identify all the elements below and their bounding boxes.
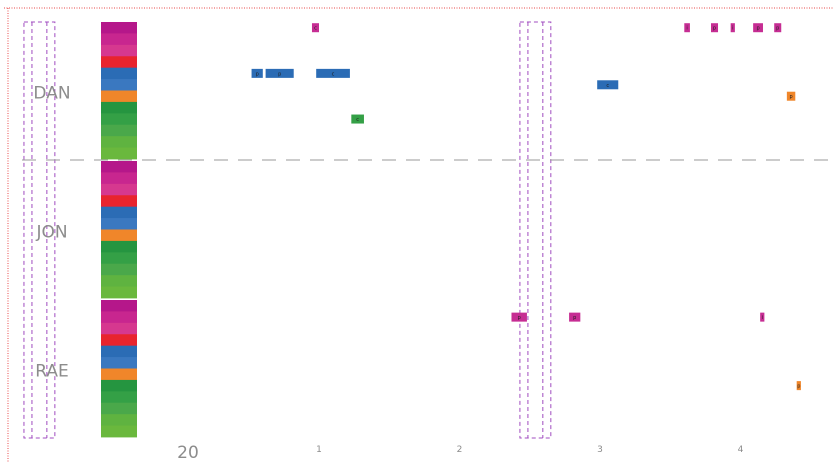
event-marker-5: c: [597, 80, 619, 90]
dashed-box-2: [519, 21, 552, 439]
lane-swatch-jon-1: [101, 161, 137, 173]
event-marker-box: [511, 312, 527, 322]
lane-swatch-dan-4: [101, 56, 137, 69]
group-label-jon: JON: [35, 223, 67, 243]
bottom-label: 20: [177, 443, 199, 463]
lane-swatch-dan-10: [101, 124, 137, 137]
lane-swatch-rae-6: [101, 357, 137, 369]
lane-swatch-jon-3: [101, 183, 137, 196]
lane-swatch-dan-12: [101, 147, 137, 160]
lane-swatch-rae-1: [101, 300, 137, 312]
event-marker-box: [684, 23, 690, 33]
event-marker-box: [786, 91, 796, 101]
event-marker-box: [251, 68, 263, 78]
group-label-rae: RAE: [35, 362, 69, 382]
event-marker-4: c: [316, 68, 350, 78]
x-tick-label-2: 2: [457, 445, 463, 455]
lane-swatch-jon-12: [101, 286, 137, 299]
lane-swatch-jon-10: [101, 263, 137, 276]
event-marker-box: [753, 23, 763, 33]
event-marker-11: p: [753, 23, 763, 33]
lane-swatch-rae-8: [101, 379, 137, 392]
lane-swatch-jon-11: [101, 275, 137, 287]
lane-swatch-jon-8: [101, 240, 137, 253]
event-marker-label: c: [314, 26, 317, 32]
lane-swatch-rae-4: [101, 334, 137, 347]
event-marker-15: i: [760, 312, 765, 322]
event-marker-label: i: [762, 315, 763, 321]
event-marker-box: [796, 381, 801, 391]
event-marker-10: i: [730, 23, 735, 33]
lane-swatch-dan-5: [101, 67, 137, 80]
lane-swatch-rae-5: [101, 345, 137, 358]
event-marker-label: p: [256, 71, 259, 77]
event-marker-label: p: [573, 315, 576, 321]
lane-swatch-jon-9: [101, 252, 137, 265]
event-marker-box: [730, 23, 735, 33]
lane-swatch-rae-2: [101, 311, 137, 324]
lane-swatch-dan-6: [101, 79, 137, 91]
lane-swatch-jon-4: [101, 195, 137, 208]
event-marker-7: c: [351, 114, 364, 124]
dashed-box-outline: [519, 21, 552, 439]
event-marker-3: p: [265, 68, 294, 78]
event-marker-label: p: [713, 26, 716, 32]
lane-swatch-rae-12: [101, 425, 137, 438]
event-marker-9: p: [710, 23, 719, 33]
event-marker-1: c: [311, 23, 319, 33]
event-marker-16: p: [796, 381, 801, 391]
event-marker-label: p: [756, 26, 759, 32]
event-marker-label: c: [356, 117, 359, 123]
event-marker-box: [774, 23, 782, 33]
event-marker-label: i: [732, 26, 733, 32]
event-marker-box: [597, 80, 619, 90]
x-tick-label-4: 4: [738, 445, 744, 455]
lane-swatch-dan-7: [101, 90, 137, 103]
lane-swatch-jon-2: [101, 172, 137, 185]
event-marker-box: [760, 312, 765, 322]
event-marker-box: [311, 23, 319, 33]
event-marker-box: [265, 68, 294, 78]
event-marker-box: [569, 312, 581, 322]
event-marker-label: p: [797, 384, 800, 390]
event-marker-box: [316, 68, 350, 78]
lane-swatch-dan-8: [101, 101, 137, 114]
lane-swatch-dan-9: [101, 113, 137, 126]
event-marker-box: [710, 23, 719, 33]
lane-swatch-rae-10: [101, 402, 137, 415]
lane-swatch-dan-2: [101, 33, 137, 46]
event-marker-label: p: [518, 315, 521, 321]
dashed-box-1: [23, 21, 56, 439]
event-marker-label: p: [789, 94, 792, 100]
event-marker-label: c: [606, 83, 609, 89]
event-marker-label: c: [332, 71, 335, 77]
event-marker-label: p: [278, 71, 281, 77]
event-marker-box: [351, 114, 364, 124]
lane-swatch-jon-7: [101, 229, 137, 242]
lane-swatch-dan-1: [101, 22, 137, 34]
lane-swatch-jon-5: [101, 206, 137, 219]
event-marker-label: p: [776, 26, 779, 32]
lane-swatch-rae-11: [101, 414, 137, 426]
event-marker-13: p: [511, 312, 527, 322]
lane-swatch-dan-3: [101, 44, 137, 57]
event-marker-2: p: [251, 68, 263, 78]
lane-swatch-dan-11: [101, 136, 137, 148]
group-label-dan: DAN: [33, 84, 70, 104]
lane-swatch-jon-6: [101, 218, 137, 230]
lane-swatch-rae-3: [101, 322, 137, 335]
event-marker-6: p: [786, 91, 796, 101]
x-tick-label-1: 1: [316, 445, 322, 455]
lane-swatch-rae-9: [101, 391, 137, 404]
event-marker-label: i: [686, 26, 687, 32]
event-marker-12: p: [774, 23, 782, 33]
lane-swatch-rae-7: [101, 368, 137, 381]
dashed-box-outline: [23, 21, 56, 439]
event-marker-14: p: [569, 312, 581, 322]
x-tick-label-3: 3: [597, 445, 603, 455]
event-marker-8: i: [684, 23, 690, 33]
